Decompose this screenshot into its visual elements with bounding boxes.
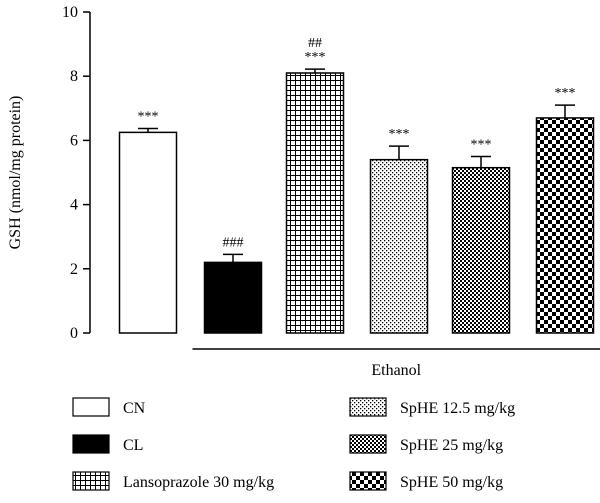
significance-label: ***: [138, 110, 159, 125]
legend: CN CL Lansoprazole 30 mg/kg SpHE 12.5 mg/kg…: [72, 397, 515, 491]
legend-label: CN: [123, 400, 146, 417]
group-label: Ethanol: [371, 362, 421, 379]
legend-label: Lansoprazole 30 mg/kg: [123, 474, 274, 491]
legend-swatch: [349, 397, 387, 417]
significance-label: ***: [471, 137, 492, 152]
y-axis-label: GSH (nmol/mg protein): [7, 96, 24, 250]
bar: [285, 72, 345, 334]
legend-swatch: [72, 397, 110, 417]
significance-label: ***: [389, 127, 410, 142]
group-bracket: Ethanol: [192, 348, 600, 379]
legend-swatch: [349, 434, 387, 454]
y-tick-label: 4: [70, 197, 78, 214]
bar: [369, 158, 429, 334]
legend-swatch: [72, 434, 110, 454]
legend-label: CL: [123, 437, 143, 454]
bar: [535, 117, 595, 334]
legend-label: SpHE 50 mg/kg: [400, 474, 503, 491]
y-tick-label: 2: [70, 261, 78, 278]
bars: ***#####************: [118, 36, 595, 334]
y-tick-label: 8: [70, 68, 78, 85]
y-tick-label: 6: [70, 132, 78, 149]
axes: 0 2 4 6 8 10 GSH (nmol/mg protein): [7, 4, 91, 342]
bar: [118, 131, 178, 334]
legend-swatch: [349, 471, 387, 491]
y-tick-label: 0: [70, 325, 78, 342]
significance-label: ##: [308, 36, 322, 51]
significance-label: ***: [555, 86, 576, 101]
significance-label: ***: [305, 50, 326, 65]
significance-label: ###: [223, 235, 244, 250]
legend-swatch: [72, 471, 110, 491]
bar: [203, 261, 263, 334]
legend-label: SpHE 12.5 mg/kg: [400, 400, 515, 417]
bar: [451, 166, 511, 334]
legend-label: SpHE 25 mg/kg: [400, 437, 503, 454]
y-tick-label: 10: [62, 4, 78, 21]
